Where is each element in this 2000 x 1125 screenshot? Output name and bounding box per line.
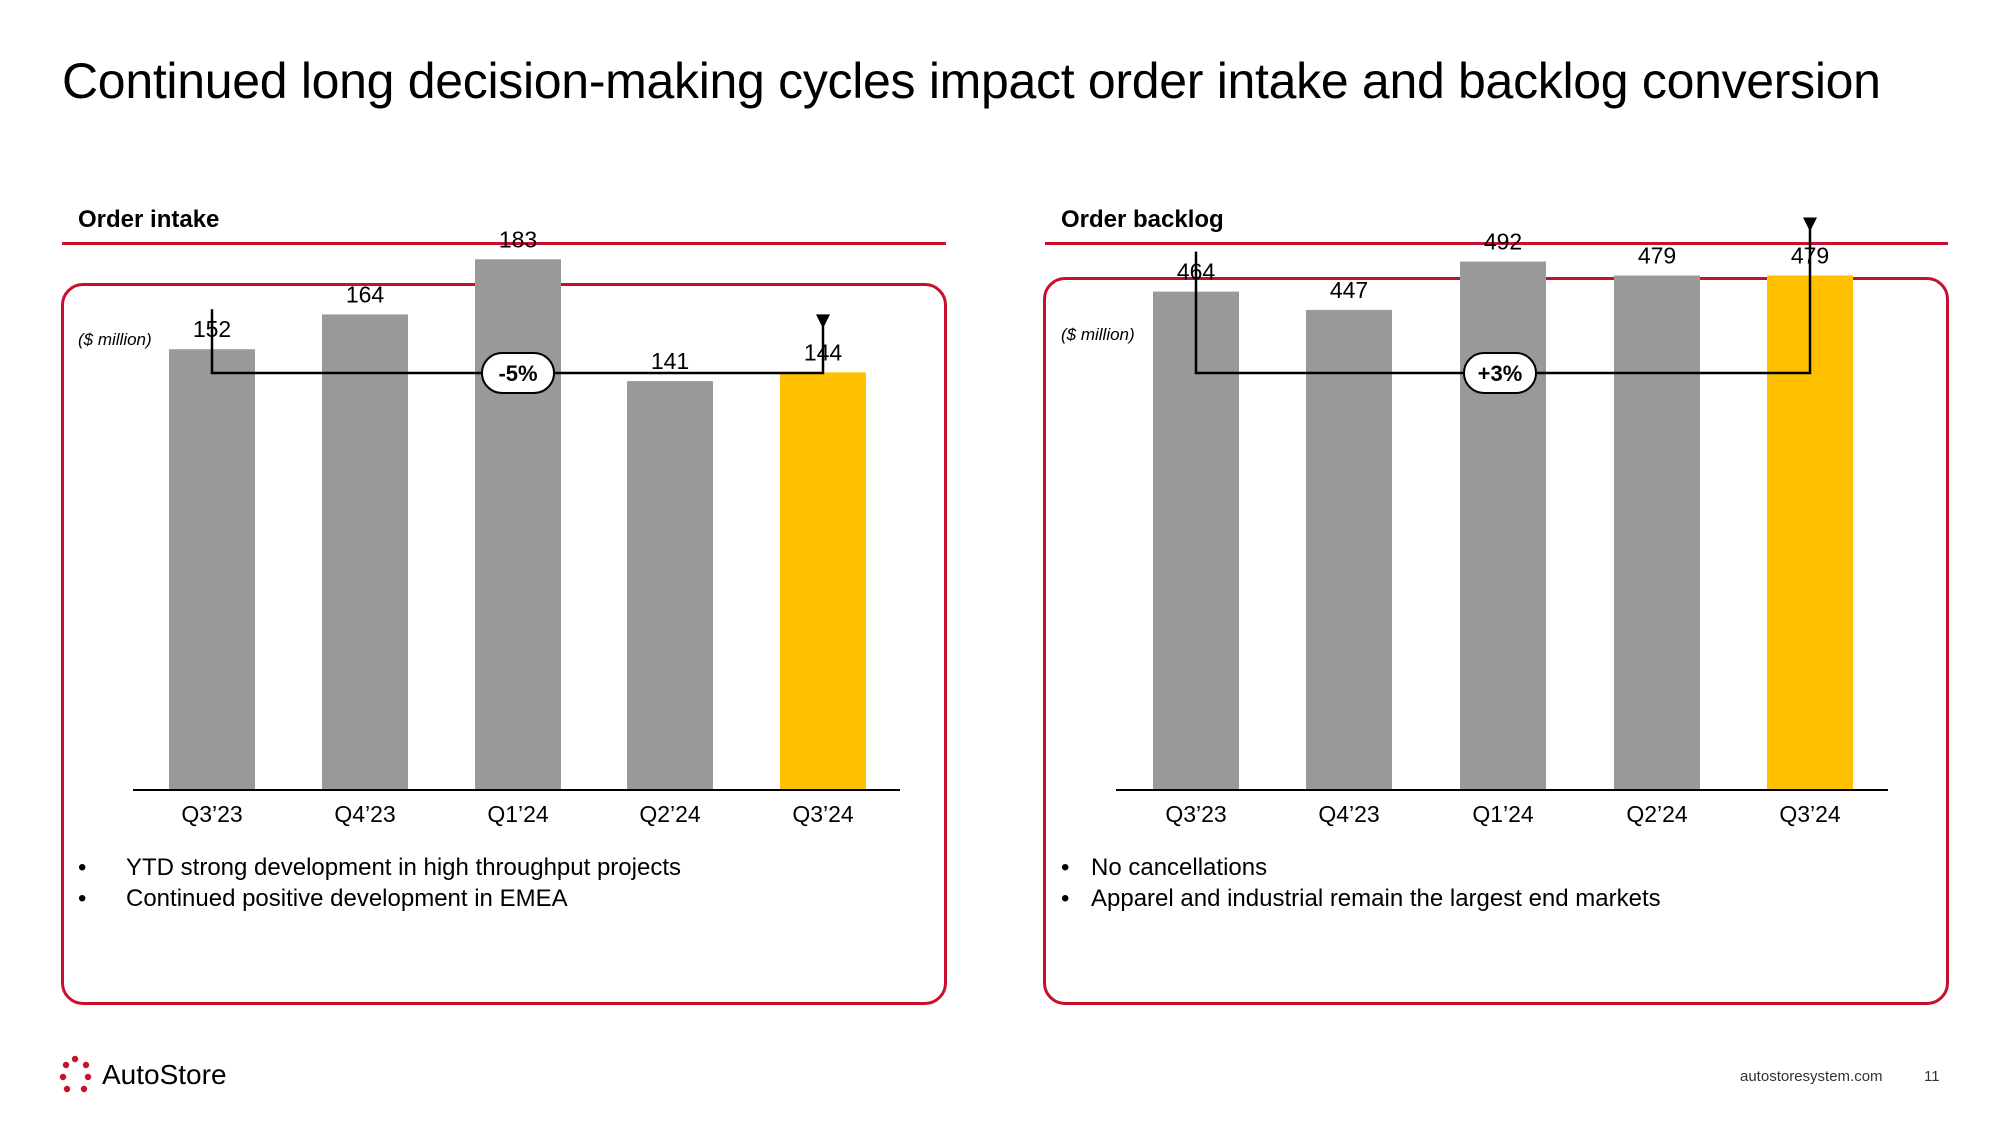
bar: [627, 381, 713, 790]
x-tick-label: Q2’24: [639, 801, 701, 827]
x-tick-label: Q2’24: [1626, 801, 1688, 827]
autostore-logo: AutoStore: [58, 1055, 227, 1095]
order-backlog-unit: ($ million): [1061, 325, 1135, 344]
order-intake-heading: Order intake: [78, 206, 220, 233]
data-label: 164: [346, 281, 385, 307]
x-tick-label: Q3’24: [792, 801, 854, 827]
bullet-item: No cancellations: [1061, 852, 1661, 883]
autostore-logo-text: AutoStore: [102, 1059, 227, 1090]
order-intake-unit: ($ million): [78, 330, 152, 349]
order-backlog-bullets: No cancellations Apparel and industrial …: [1061, 852, 1661, 914]
x-tick-label: Q3’24: [1779, 801, 1841, 827]
x-tick-label: Q3’23: [1165, 801, 1226, 827]
x-tick-label: Q4’23: [334, 801, 395, 827]
page-number: 11: [1924, 1068, 1940, 1085]
slide-title: Continued long decision-making cycles im…: [62, 53, 1881, 109]
order-backlog-heading: Order backlog: [1061, 206, 1224, 233]
bullet-item: YTD strong development in high throughpu…: [78, 852, 681, 883]
change-pill: [481, 352, 555, 394]
autostore-logo-icon: [59, 1055, 92, 1093]
order-intake-rule: [62, 242, 946, 245]
bar: [475, 259, 561, 790]
data-label: 479: [1638, 243, 1676, 269]
x-tick-label: Q1’24: [1472, 801, 1534, 827]
order-backlog-rule: [1045, 242, 1948, 245]
x-tick-label: Q3’23: [181, 801, 242, 827]
data-label: 141: [651, 348, 689, 374]
data-label: 492: [1484, 229, 1522, 255]
bar: [169, 349, 255, 790]
bar: [322, 314, 408, 790]
bullet-item: Continued positive development in EMEA: [78, 883, 681, 914]
data-label: 183: [499, 226, 537, 252]
change-label: -5%: [498, 361, 537, 386]
footer-website[interactable]: autostoresystem.com: [1740, 1068, 1883, 1085]
x-tick-label: Q4’23: [1318, 801, 1379, 827]
x-tick-label: Q1’24: [487, 801, 549, 827]
data-label: 447: [1330, 277, 1368, 303]
bar: [1614, 275, 1700, 790]
change-pill: [1463, 352, 1537, 394]
bullet-item: Apparel and industrial remain the larges…: [1061, 883, 1661, 914]
bar: [1460, 261, 1546, 790]
change-label: +3%: [1478, 361, 1523, 386]
change-arrowhead: [1803, 217, 1817, 232]
bar: [780, 372, 866, 790]
change-arrowhead: [816, 314, 830, 329]
bar: [1153, 291, 1239, 790]
bar: [1306, 309, 1392, 790]
order-intake-bullets: YTD strong development in high throughpu…: [78, 852, 681, 914]
